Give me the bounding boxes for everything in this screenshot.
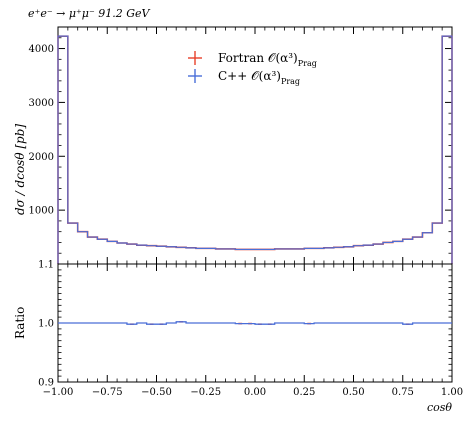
- svg-text:Fortran 𝒪(α³)Prag: Fortran 𝒪(α³)Prag: [218, 51, 317, 68]
- ratio-ytick-label-0: 0.9: [38, 378, 54, 389]
- y-axis-label: dσ / dcosθ [pb]: [13, 124, 27, 215]
- main-ytick-label-1: 2000: [29, 152, 54, 163]
- xtick-label-3: −0.25: [190, 387, 221, 398]
- xtick-label-0: −1.00: [43, 387, 74, 398]
- legend-item-fortran: Fortran 𝒪(α³)Prag: [188, 51, 317, 68]
- xtick-label-4: 0.00: [244, 387, 266, 398]
- legend-label-fortran: Fortran 𝒪(α³): [218, 51, 298, 65]
- xtick-label-7: 0.75: [392, 387, 414, 398]
- ratio-ytick-label-2: 1.1: [38, 260, 54, 271]
- xtick-label-1: −0.75: [92, 387, 123, 398]
- main-y-ticks: 1000 2000 3000 4000: [29, 44, 452, 217]
- legend-sub-cpp: Prag: [281, 77, 300, 86]
- legend: Fortran 𝒪(α³)Prag C++ 𝒪(α³)Prag: [188, 51, 317, 86]
- ratio-panel: 0.9 1.0 1.1 −1.00 −0.75 −0.50 −0.25 0.00 0.25 0.…: [13, 260, 463, 415]
- main-ytick-label-3: 4000: [29, 44, 54, 55]
- main-panel: 1000 2000 3000 4000 dσ / dcosθ [pb]: [13, 26, 453, 265]
- main-ytick-label-0: 1000: [29, 206, 54, 217]
- ratio-x-ticks: −1.00 −0.75 −0.50 −0.25 0.00 0.25 0.50 0.75 1.00: [43, 264, 463, 398]
- xtick-label-2: −0.50: [141, 387, 172, 398]
- main-series: [57, 35, 453, 264]
- legend-label-cpp: C++ 𝒪(α³): [218, 69, 281, 83]
- svg-text:C++ 𝒪(α³)Prag: C++ 𝒪(α³)Prag: [218, 69, 300, 86]
- ratio-minor-ticks: [58, 269, 452, 377]
- ratio-ytick-label-1: 1.0: [38, 319, 54, 330]
- legend-item-cpp: C++ 𝒪(α³)Prag: [188, 69, 300, 86]
- xtick-label-5: 0.25: [293, 387, 315, 398]
- chart-title: e⁺e⁻ → μ⁺μ⁻ 91.2 GeV: [28, 7, 151, 20]
- legend-sub-fortran: Prag: [298, 59, 317, 68]
- x-axis-label: cosθ: [427, 401, 452, 414]
- main-ytick-label-2: 3000: [29, 98, 54, 109]
- xtick-label-8: 1.00: [441, 387, 463, 398]
- xtick-label-6: 0.50: [342, 387, 364, 398]
- ratio-series: [58, 321, 452, 325]
- ratio-line: [58, 321, 452, 325]
- series-line-1: [57, 35, 453, 264]
- ratio-axis-label: Ratio: [13, 307, 27, 339]
